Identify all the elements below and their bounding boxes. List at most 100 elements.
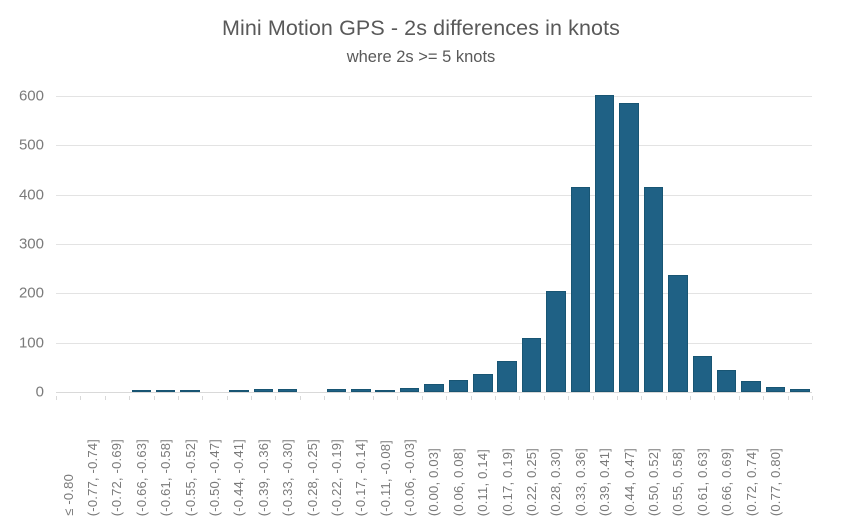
x-tick-label-wrap: (0.72, 0.74] bbox=[739, 400, 763, 516]
x-tickmark bbox=[348, 396, 350, 400]
x-tick-label: (-0.06, -0.03] bbox=[402, 438, 418, 516]
x-tick-label-wrap: (0.00, 0.03] bbox=[422, 400, 446, 516]
x-tickmark bbox=[592, 396, 594, 400]
bar[interactable] bbox=[497, 361, 517, 392]
title-block: Mini Motion GPS - 2s differences in knot… bbox=[0, 14, 842, 69]
x-tickmark bbox=[763, 396, 765, 400]
x-tick-label: (-0.72, -0.69] bbox=[109, 438, 125, 516]
bar[interactable] bbox=[448, 380, 469, 392]
bar[interactable] bbox=[473, 373, 493, 392]
gridline bbox=[56, 145, 812, 147]
x-tickmark bbox=[470, 396, 472, 400]
bar[interactable] bbox=[180, 390, 200, 392]
gridline bbox=[56, 96, 812, 97]
bar[interactable] bbox=[399, 387, 420, 392]
x-tick-label-wrap: ≤ -0.80 bbox=[56, 400, 80, 516]
gridline bbox=[56, 194, 812, 196]
bar[interactable] bbox=[229, 390, 249, 392]
x-tick-label: (0.17, 0.19] bbox=[499, 447, 515, 516]
x-tick-label: (0.33, 0.36] bbox=[572, 447, 588, 516]
x-tick-label-wrap: (0.33, 0.36] bbox=[568, 400, 592, 516]
x-tick-label: (-0.77, -0.74] bbox=[85, 438, 101, 516]
x-axis-labels: ≤ -0.80 (-0.77, -0.74] (-0.72, -0.69] (-0.6… bbox=[56, 396, 813, 520]
x-tick-label: (0.61, 0.63] bbox=[694, 447, 710, 516]
bar[interactable] bbox=[643, 187, 664, 392]
x-tickmark bbox=[373, 396, 375, 400]
x-tick-label: (0.06, 0.08] bbox=[450, 447, 466, 516]
page-title: Mini Motion GPS - 2s differences in knot… bbox=[221, 16, 621, 40]
bar[interactable] bbox=[131, 390, 152, 392]
bar[interactable] bbox=[155, 390, 176, 392]
x-tick-label: (-0.22, -0.19] bbox=[328, 438, 344, 516]
x-tickmark bbox=[177, 396, 179, 400]
x-tick-label: (-0.33, -0.30] bbox=[280, 438, 296, 516]
x-tickmark bbox=[690, 396, 692, 400]
x-tick-label: (-0.66, -0.63] bbox=[133, 438, 149, 516]
x-tick-label-wrap: (0.55, 0.58] bbox=[666, 400, 690, 516]
x-tick-label-wrap: (-0.06, -0.03] bbox=[397, 400, 421, 516]
bar[interactable] bbox=[521, 337, 542, 392]
x-tick-label: (-0.11, -0.08] bbox=[377, 439, 393, 516]
bar[interactable] bbox=[594, 94, 615, 392]
x-tick-label-wrap: (-0.28, -0.25] bbox=[300, 400, 324, 516]
x-tick-label: (0.55, 0.58] bbox=[670, 447, 686, 516]
x-tickmark bbox=[738, 396, 740, 400]
x-tickmark bbox=[226, 396, 228, 400]
x-tickmark bbox=[275, 396, 277, 400]
x-tickmark bbox=[446, 396, 448, 400]
gridline bbox=[56, 293, 812, 295]
x-tickmark bbox=[129, 396, 131, 400]
bar[interactable] bbox=[741, 381, 761, 392]
bars-layer bbox=[56, 94, 812, 392]
gridline bbox=[56, 244, 812, 245]
x-tick-label-wrap: (-0.44, -0.41] bbox=[227, 400, 251, 516]
bar[interactable] bbox=[424, 383, 444, 392]
bar[interactable] bbox=[546, 290, 566, 392]
x-tick-label-wrap: (-0.77, -0.74] bbox=[80, 400, 104, 516]
x-tick-label-wrap: (0.66, 0.69] bbox=[714, 400, 738, 516]
x-tick-label: (0.00, 0.03] bbox=[426, 447, 442, 516]
bar[interactable] bbox=[253, 389, 274, 392]
x-tick-label-wrap: (0.06, 0.08] bbox=[446, 400, 470, 516]
bar[interactable] bbox=[692, 356, 712, 392]
x-axis-line bbox=[56, 392, 812, 393]
x-tick-label-wrap: (0.44, 0.47] bbox=[617, 400, 641, 516]
x-tickmark bbox=[665, 396, 667, 400]
x-tickmark bbox=[56, 396, 57, 400]
bar[interactable] bbox=[375, 389, 395, 392]
x-tick-label-wrap: (-0.11, -0.08] bbox=[373, 400, 397, 516]
x-tick-label: (0.50, 0.52] bbox=[645, 447, 661, 516]
bar[interactable] bbox=[619, 102, 639, 392]
x-tickmark bbox=[421, 396, 423, 400]
x-tickmark bbox=[519, 396, 521, 400]
bar[interactable] bbox=[790, 389, 810, 392]
x-tick-label-wrap: (-0.66, -0.63] bbox=[129, 400, 153, 516]
y-tick-label: 300 bbox=[18, 235, 44, 253]
bar[interactable] bbox=[277, 389, 298, 392]
x-tickmark bbox=[324, 396, 326, 400]
bar[interactable] bbox=[570, 187, 591, 392]
x-tickmark bbox=[299, 396, 301, 400]
bar[interactable] bbox=[668, 275, 688, 392]
x-tickmark bbox=[80, 396, 82, 400]
bar[interactable] bbox=[351, 388, 371, 392]
x-tick-label: (0.72, 0.74] bbox=[743, 447, 759, 516]
x-tick-label: (0.28, 0.30] bbox=[548, 447, 564, 516]
x-tick-label: (0.39, 0.41] bbox=[597, 447, 613, 516]
x-tick-label: ≤ -0.80 bbox=[60, 474, 76, 516]
x-tick-label: (-0.55, -0.52] bbox=[182, 438, 198, 516]
x-tick-label-wrap: (-0.17, -0.14] bbox=[349, 400, 373, 516]
bar[interactable] bbox=[716, 369, 737, 392]
x-tickmark bbox=[543, 396, 545, 400]
x-tickmark bbox=[641, 396, 643, 400]
x-tickmark bbox=[787, 396, 789, 400]
bar[interactable] bbox=[326, 388, 347, 392]
chart-subtitle: where 2s >= 5 knots bbox=[346, 48, 496, 66]
x-tick-label: (-0.28, -0.25] bbox=[304, 438, 320, 516]
x-tick-label-wrap: (0.22, 0.25] bbox=[519, 400, 543, 516]
bar[interactable] bbox=[765, 387, 786, 392]
x-tick-label-wrap: (-0.61, -0.58] bbox=[154, 400, 178, 516]
x-tick-label: (-0.17, -0.14] bbox=[353, 438, 369, 516]
x-tickmark bbox=[397, 396, 399, 400]
x-tickmark bbox=[616, 396, 618, 400]
